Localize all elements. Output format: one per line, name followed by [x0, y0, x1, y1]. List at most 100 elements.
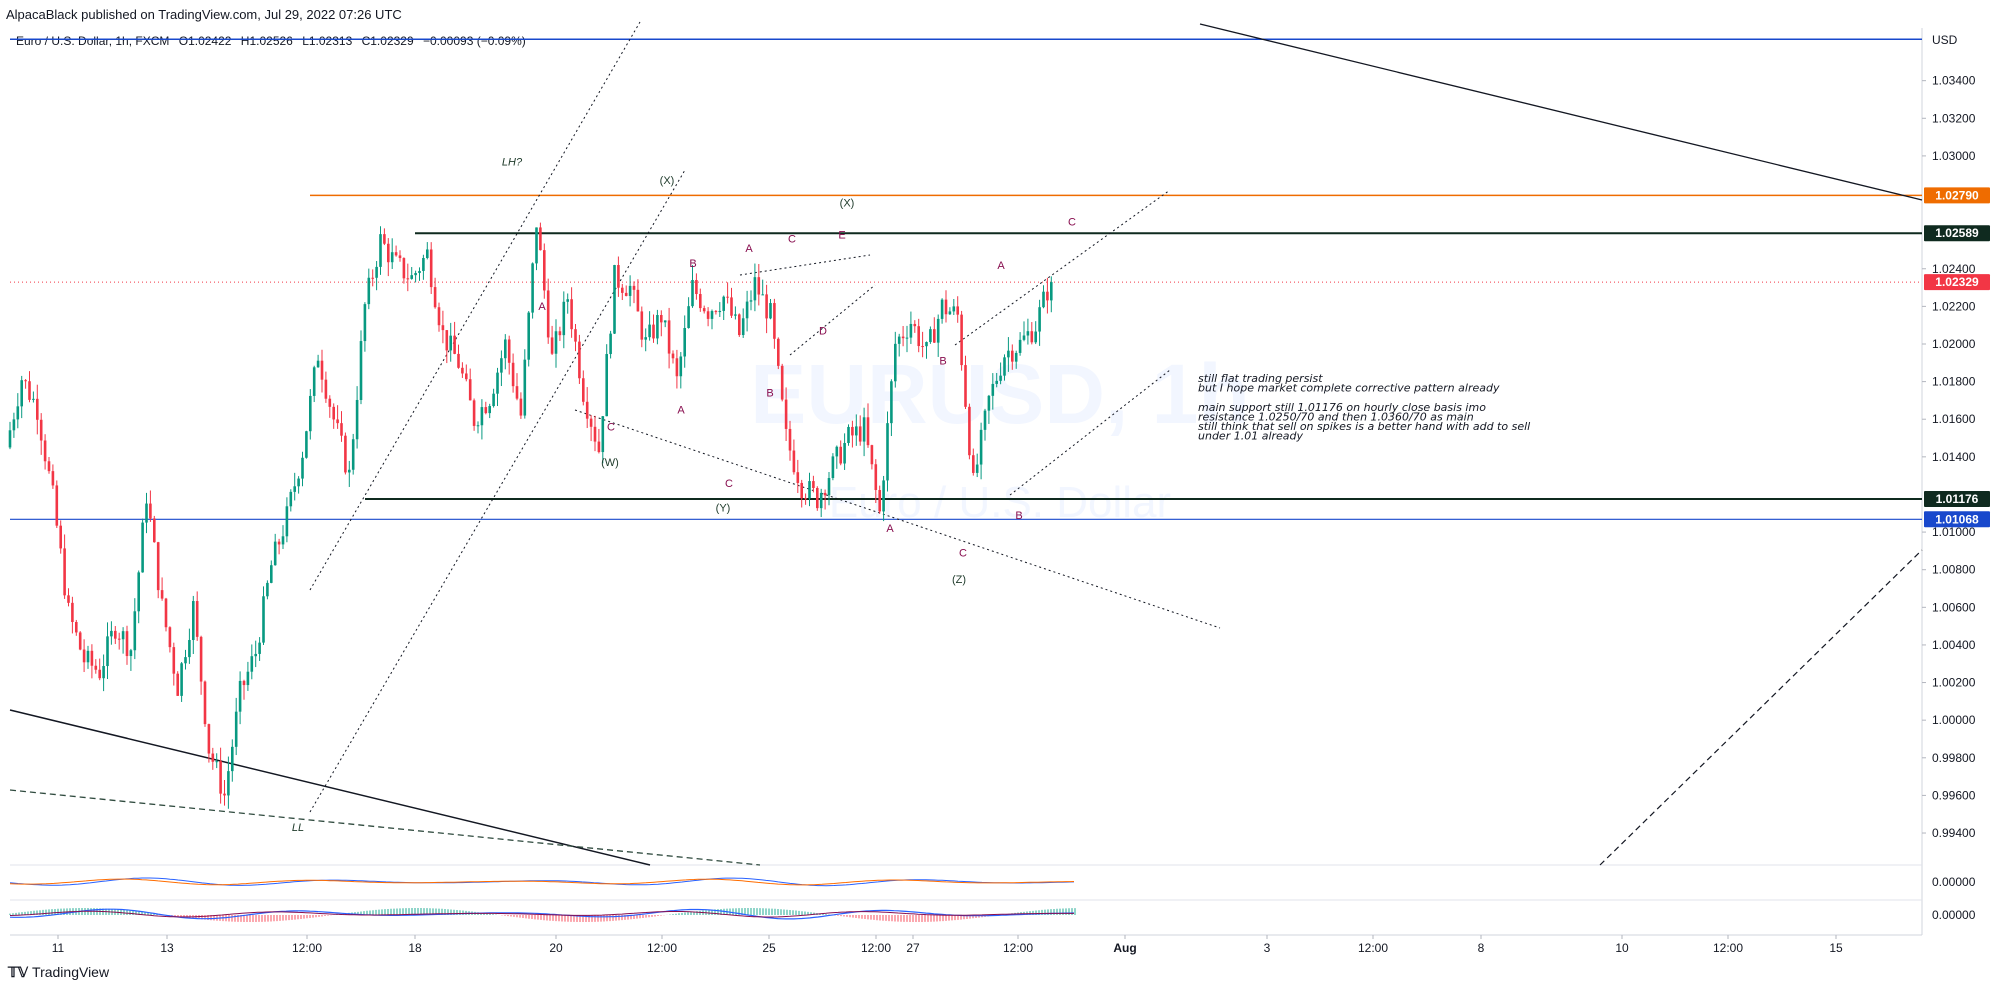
candle-body: [890, 381, 893, 424]
candle-body: [741, 318, 745, 336]
y-tick-label: 1.03200: [1932, 111, 1976, 125]
candle-body: [285, 506, 289, 537]
candle-body: [63, 548, 66, 596]
wave-label: A: [997, 260, 1005, 272]
y-tick-label: 0.99400: [1932, 826, 1976, 840]
candle-body: [917, 326, 920, 347]
candle-body: [726, 296, 729, 298]
price-marker-label: 1.01176: [1936, 492, 1979, 506]
candle-body: [437, 307, 441, 326]
candle-body: [948, 311, 952, 315]
time-axis[interactable]: 11 13 12:00 18 20 12:00 25 12:00 27 12:00 Aug 3 12:0…: [52, 935, 1843, 955]
x-tick-label: 15: [1829, 941, 1843, 955]
candle-body: [496, 372, 499, 394]
candle-body: [644, 337, 647, 340]
candle-body: [250, 656, 254, 672]
channel-upper-dotted: [309, 21, 641, 591]
candle-body: [39, 419, 43, 441]
candle-body: [800, 482, 803, 499]
wave-label: (Y): [716, 502, 731, 514]
y-tick-label: 1.00200: [1932, 676, 1976, 690]
symbol-legend[interactable]: Euro / U.S. Dollar, 1h, FXCM O1.02422 H1…: [16, 34, 526, 48]
candle-body: [730, 297, 733, 316]
candle-body: [117, 638, 121, 640]
candle-body: [504, 339, 507, 359]
candle-body: [897, 336, 901, 344]
candle-body: [718, 310, 722, 313]
price-marker-label: 1.02589: [1935, 226, 1979, 240]
candle-body: [305, 431, 308, 458]
candle-body: [769, 303, 772, 319]
candle-body: [301, 457, 304, 479]
candle-body: [960, 314, 963, 366]
candle-body: [351, 439, 355, 470]
wave-label: C: [1068, 216, 1076, 228]
candle-body: [913, 323, 917, 327]
candle-body: [344, 435, 347, 473]
candle-body: [687, 306, 690, 328]
candle-body: [714, 311, 718, 313]
price-axis[interactable]: USD 0.99400 0.99600 0.99800 1.00000 1.00200 1.…: [1922, 33, 1990, 840]
candle-body: [609, 333, 612, 355]
candle-body: [289, 491, 293, 507]
candle-body: [601, 416, 605, 453]
candle-body: [156, 542, 160, 591]
candle-body: [546, 290, 550, 338]
candle-body: [266, 582, 269, 597]
candle-body: [336, 419, 339, 424]
candle-body: [1042, 291, 1045, 308]
candle-body: [234, 711, 238, 747]
candle-body: [648, 324, 651, 338]
candle-body: [905, 337, 909, 339]
trend-drawings[interactable]: [9, 21, 1923, 866]
candlestick-series[interactable]: [8, 222, 1053, 809]
y-tick-label: 1.01400: [1932, 450, 1976, 464]
candle-body: [355, 399, 359, 440]
candle-body: [121, 631, 125, 640]
candle-body: [991, 383, 995, 396]
candle-body: [909, 323, 913, 338]
x-tick-label: 12:00: [292, 941, 322, 955]
candle-body: [359, 341, 363, 400]
x-tick-label: 8: [1478, 941, 1485, 955]
candle-body: [972, 455, 975, 473]
y-tick-label: 0.99600: [1932, 788, 1976, 802]
candle-body: [722, 296, 725, 311]
candle-body: [418, 270, 421, 274]
candle-body: [203, 681, 207, 725]
candle-body: [160, 590, 164, 599]
candle-body: [98, 669, 101, 679]
candle-body: [745, 301, 749, 319]
candle-body: [640, 311, 644, 340]
y-tick-label: 1.00000: [1932, 713, 1976, 727]
candle-body: [258, 642, 261, 654]
oscillator-line: [9, 878, 1075, 886]
candle-body: [987, 395, 991, 411]
candle-body: [636, 289, 640, 312]
candle-body: [441, 325, 445, 331]
price-marker-label: 1.02790: [1935, 188, 1979, 202]
candle-body: [238, 680, 242, 712]
candle-body: [660, 315, 663, 323]
candle-body: [231, 746, 234, 772]
candle-body: [753, 277, 757, 301]
x-tick-label: 13: [160, 941, 174, 955]
lower-trend-line: [9, 709, 651, 866]
footer-branding[interactable]: 𝕋𝕍 TradingView: [8, 964, 109, 981]
candle-body: [453, 335, 456, 354]
candle-body: [254, 653, 257, 657]
candle-body: [999, 375, 1002, 381]
legend-open: O1.02422: [178, 34, 232, 48]
candle-body: [371, 277, 374, 279]
y-tick-label: 1.02200: [1932, 299, 1976, 313]
candle-body: [874, 464, 878, 491]
footer-brand: TradingView: [32, 964, 110, 980]
candle-body: [129, 650, 133, 657]
candle-body: [168, 627, 172, 648]
wave-label: C: [725, 478, 733, 490]
candle-body: [671, 353, 675, 359]
candle-body: [281, 536, 285, 545]
candle-body: [90, 650, 94, 666]
candle-body: [375, 266, 378, 278]
